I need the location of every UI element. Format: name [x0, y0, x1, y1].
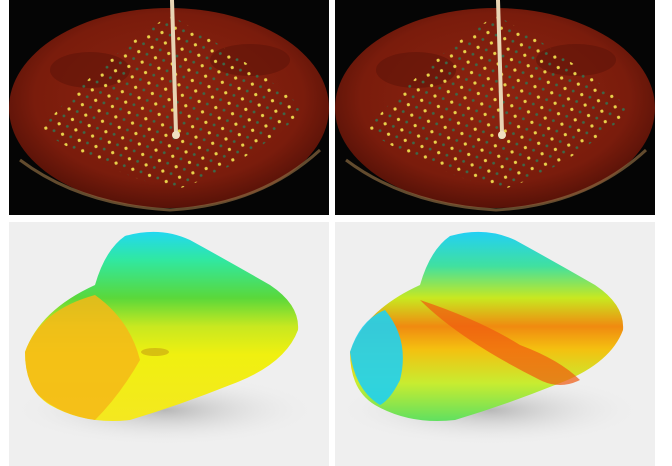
render-after	[335, 222, 655, 466]
photo-after	[335, 0, 655, 215]
render-before	[9, 222, 329, 466]
photo-before	[9, 0, 329, 215]
